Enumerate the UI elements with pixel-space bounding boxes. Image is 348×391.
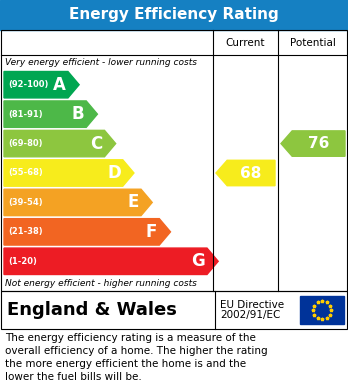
- Bar: [1, 291, 347, 329]
- Polygon shape: [216, 160, 275, 186]
- Polygon shape: [281, 131, 345, 156]
- Text: 76: 76: [308, 136, 329, 151]
- Text: (81-91): (81-91): [8, 109, 42, 118]
- Text: Energy Efficiency Rating: Energy Efficiency Rating: [69, 7, 279, 23]
- Text: Very energy efficient - lower running costs: Very energy efficient - lower running co…: [5, 58, 197, 67]
- Text: 2002/91/EC: 2002/91/EC: [220, 310, 280, 320]
- Text: (92-100): (92-100): [8, 80, 48, 89]
- Bar: [1, 30, 347, 291]
- Bar: [300, 296, 344, 324]
- Polygon shape: [4, 72, 79, 98]
- Polygon shape: [4, 160, 134, 186]
- Text: D: D: [107, 164, 121, 182]
- Text: F: F: [146, 223, 157, 241]
- Text: 68: 68: [240, 165, 262, 181]
- Text: C: C: [90, 135, 102, 152]
- Text: lower the fuel bills will be.: lower the fuel bills will be.: [5, 372, 142, 382]
- Polygon shape: [4, 101, 97, 127]
- Text: B: B: [72, 105, 84, 123]
- Text: EU Directive: EU Directive: [220, 300, 284, 310]
- Polygon shape: [4, 248, 218, 274]
- Text: E: E: [128, 194, 139, 212]
- Bar: [0, 0, 348, 30]
- Polygon shape: [4, 189, 152, 216]
- Text: the more energy efficient the home is and the: the more energy efficient the home is an…: [5, 359, 246, 369]
- Polygon shape: [4, 130, 116, 157]
- Text: (69-80): (69-80): [8, 139, 42, 148]
- Text: (55-68): (55-68): [8, 169, 43, 178]
- Text: The energy efficiency rating is a measure of the: The energy efficiency rating is a measur…: [5, 333, 256, 343]
- Text: England & Wales: England & Wales: [7, 301, 177, 319]
- Text: Potential: Potential: [290, 38, 336, 47]
- Text: (21-38): (21-38): [8, 227, 42, 236]
- Text: (1-20): (1-20): [8, 257, 37, 266]
- Text: overall efficiency of a home. The higher the rating: overall efficiency of a home. The higher…: [5, 346, 268, 356]
- Text: Not energy efficient - higher running costs: Not energy efficient - higher running co…: [5, 279, 197, 288]
- Text: (39-54): (39-54): [8, 198, 42, 207]
- Polygon shape: [4, 219, 171, 245]
- Text: A: A: [53, 76, 66, 94]
- Text: G: G: [191, 252, 205, 270]
- Text: Current: Current: [226, 38, 265, 47]
